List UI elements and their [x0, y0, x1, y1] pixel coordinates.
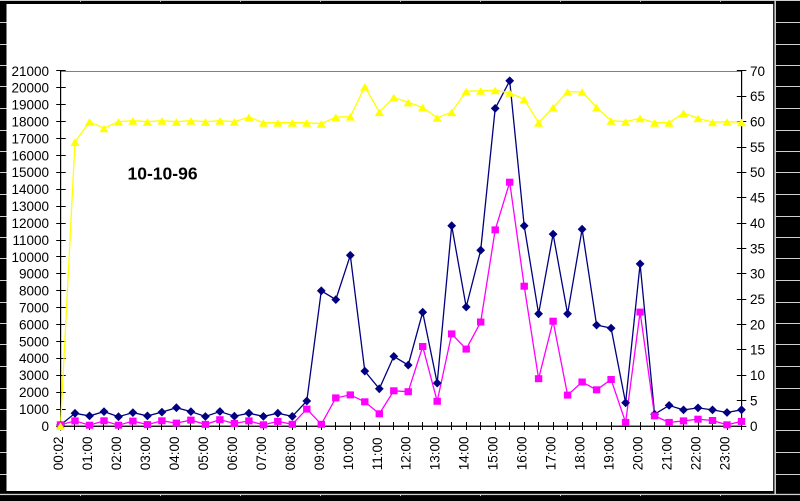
svg-text:0: 0	[41, 419, 49, 434]
svg-text:03:00: 03:00	[138, 437, 153, 471]
svg-text:40: 40	[750, 216, 765, 231]
svg-text:15: 15	[750, 343, 765, 358]
svg-text:02:00: 02:00	[109, 437, 124, 471]
svg-text:04:00: 04:00	[167, 437, 182, 471]
svg-text:3000: 3000	[19, 368, 49, 383]
svg-text:7000: 7000	[19, 301, 49, 316]
svg-text:2000: 2000	[19, 385, 49, 400]
svg-text:4000: 4000	[19, 351, 49, 366]
svg-text:13:00: 13:00	[428, 437, 443, 471]
svg-text:8000: 8000	[19, 284, 49, 299]
svg-text:17000: 17000	[11, 131, 49, 146]
svg-text:60: 60	[750, 115, 765, 130]
svg-text:19000: 19000	[11, 98, 49, 113]
svg-text:14:00: 14:00	[457, 437, 472, 471]
svg-text:08:00: 08:00	[283, 437, 298, 471]
svg-text:18000: 18000	[11, 115, 49, 130]
svg-text:22:00: 22:00	[689, 437, 704, 471]
svg-text:17:00: 17:00	[544, 437, 559, 471]
svg-text:6000: 6000	[19, 317, 49, 332]
svg-text:16:00: 16:00	[515, 437, 530, 471]
svg-text:06:00: 06:00	[225, 437, 240, 471]
svg-text:00:02: 00:02	[51, 437, 66, 471]
svg-text:01:00: 01:00	[80, 437, 95, 471]
svg-text:18:00: 18:00	[573, 437, 588, 471]
svg-text:20: 20	[750, 317, 765, 332]
svg-text:45: 45	[750, 191, 765, 206]
svg-text:11000: 11000	[12, 233, 49, 248]
svg-text:20000: 20000	[11, 81, 49, 96]
svg-text:05:00: 05:00	[196, 437, 211, 471]
svg-text:14000: 14000	[11, 182, 49, 197]
svg-text:65: 65	[750, 89, 765, 104]
svg-text:15:00: 15:00	[486, 437, 501, 471]
svg-text:10: 10	[750, 368, 765, 383]
svg-text:10-10-96: 10-10-96	[128, 164, 198, 184]
svg-text:11:00: 11:00	[370, 438, 385, 471]
svg-text:35: 35	[750, 241, 765, 256]
svg-text:25: 25	[750, 292, 765, 307]
svg-text:21:00: 21:00	[660, 437, 675, 471]
svg-text:15000: 15000	[11, 165, 49, 180]
svg-text:12000: 12000	[11, 216, 49, 231]
svg-text:9000: 9000	[19, 267, 49, 282]
svg-text:07:00: 07:00	[254, 437, 269, 471]
svg-text:23:00: 23:00	[718, 437, 733, 471]
svg-text:10000: 10000	[11, 250, 49, 265]
svg-text:1000: 1000	[19, 402, 49, 417]
svg-text:09:00: 09:00	[312, 437, 327, 471]
svg-text:12:00: 12:00	[399, 437, 414, 471]
svg-text:70: 70	[750, 64, 765, 79]
svg-text:20:00: 20:00	[631, 437, 646, 471]
svg-text:19:00: 19:00	[602, 437, 617, 471]
svg-text:50: 50	[750, 165, 765, 180]
svg-text:0: 0	[750, 419, 758, 434]
svg-text:13000: 13000	[11, 199, 49, 214]
svg-text:16000: 16000	[11, 148, 49, 163]
svg-text:10:00: 10:00	[341, 437, 356, 471]
svg-text:30: 30	[750, 267, 765, 282]
svg-text:5: 5	[750, 393, 758, 408]
svg-text:5000: 5000	[19, 334, 49, 349]
svg-text:55: 55	[750, 140, 765, 155]
svg-text:21000: 21000	[11, 64, 49, 79]
